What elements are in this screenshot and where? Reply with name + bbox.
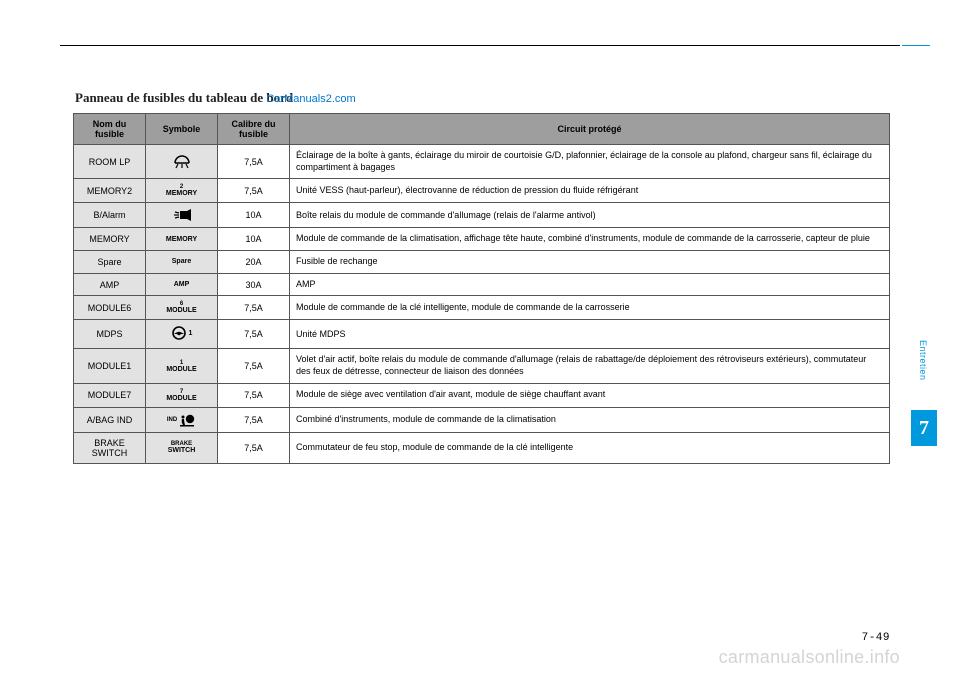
table-row: MEMORYMEMORY10AModule de commande de la … bbox=[74, 228, 890, 251]
fuse-name: MEMORY2 bbox=[74, 179, 146, 203]
table-row: MEMORY22MEMORY7,5AUnité VESS (haut-parle… bbox=[74, 179, 890, 203]
fuse-calibre: 7,5A bbox=[218, 349, 290, 383]
fuse-name: Spare bbox=[74, 251, 146, 274]
fuse-circuit: Module de commande de la clé intelligent… bbox=[290, 296, 890, 320]
fuse-name: B/Alarm bbox=[74, 203, 146, 228]
fuse-symbol: Spare bbox=[146, 251, 218, 274]
fuse-circuit: Fusible de rechange bbox=[290, 251, 890, 274]
fuse-calibre: 10A bbox=[218, 228, 290, 251]
fuse-symbol: MEMORY bbox=[146, 228, 218, 251]
accent-rule bbox=[902, 45, 930, 46]
header-name: Nom du fusible bbox=[74, 114, 146, 145]
table-row: ROOM LP 7,5AÉclairage de la boîte à gants… bbox=[74, 145, 890, 179]
fuse-circuit: Module de commande de la climatisation, … bbox=[290, 228, 890, 251]
table-row: B/Alarm 10ABoîte relais du module de comm… bbox=[74, 203, 890, 228]
fuse-circuit: Combiné d'instruments, module de command… bbox=[290, 407, 890, 432]
fuse-symbol bbox=[146, 203, 218, 228]
fuse-calibre: 7,5A bbox=[218, 145, 290, 179]
fuse-calibre: 7,5A bbox=[218, 383, 290, 407]
watermark: carmanualsonline.info bbox=[719, 647, 900, 668]
table-row: MODULE77MODULE7,5AModule de siège avec v… bbox=[74, 383, 890, 407]
fuse-circuit: Module de siège avec ventilation d'air a… bbox=[290, 383, 890, 407]
table-row: MODULE11MODULE7,5AVolet d'air actif, boî… bbox=[74, 349, 890, 383]
fuse-symbol: IND bbox=[146, 407, 218, 432]
table-row: MODULE66MODULE7,5AModule de commande de … bbox=[74, 296, 890, 320]
table-row: SpareSpare20AFusible de rechange bbox=[74, 251, 890, 274]
header-calibre: Calibre du fusible bbox=[218, 114, 290, 145]
fuse-table: Nom du fusible Symbole Calibre du fusibl… bbox=[73, 113, 890, 464]
page-title: Panneau de fusibles du tableau de bord C… bbox=[75, 90, 356, 106]
fuse-circuit: Boîte relais du module de commande d'all… bbox=[290, 203, 890, 228]
fuse-calibre: 7,5A bbox=[218, 320, 290, 349]
fuse-name: MODULE1 bbox=[74, 349, 146, 383]
fuse-symbol: 7MODULE bbox=[146, 383, 218, 407]
fuse-circuit: Volet d'air actif, boîte relais du modul… bbox=[290, 349, 890, 383]
fuse-table-wrap: Nom du fusible Symbole Calibre du fusibl… bbox=[73, 113, 890, 464]
fuse-name: MEMORY bbox=[74, 228, 146, 251]
table-row: MDPS17,5AUnité MDPS bbox=[74, 320, 890, 349]
chapter-tab: 7 bbox=[911, 410, 937, 446]
fuse-circuit: Unité MDPS bbox=[290, 320, 890, 349]
fuse-symbol: 6MODULE bbox=[146, 296, 218, 320]
fuse-symbol: AMP bbox=[146, 273, 218, 296]
fuse-circuit: Commutateur de feu stop, module de comma… bbox=[290, 432, 890, 463]
header-circuit: Circuit protégé bbox=[290, 114, 890, 145]
fuse-name: ROOM LP bbox=[74, 145, 146, 179]
section-label: Entretien bbox=[918, 340, 928, 381]
fuse-symbol: 1 bbox=[146, 320, 218, 349]
table-row: BRAKE SWITCHBRAKESWITCH7,5ACommutateur d… bbox=[74, 432, 890, 463]
fuse-circuit: AMP bbox=[290, 273, 890, 296]
fuse-calibre: 7,5A bbox=[218, 432, 290, 463]
fuse-calibre: 10A bbox=[218, 203, 290, 228]
table-header-row: Nom du fusible Symbole Calibre du fusibl… bbox=[74, 114, 890, 145]
top-rule bbox=[60, 45, 900, 46]
fuse-calibre: 20A bbox=[218, 251, 290, 274]
fuse-circuit: Éclairage de la boîte à gants, éclairage… bbox=[290, 145, 890, 179]
fuse-name: MODULE7 bbox=[74, 383, 146, 407]
fuse-circuit: Unité VESS (haut-parleur), électrovanne … bbox=[290, 179, 890, 203]
fuse-symbol bbox=[146, 145, 218, 179]
fuse-calibre: 7,5A bbox=[218, 296, 290, 320]
fuse-name: AMP bbox=[74, 273, 146, 296]
fuse-name: MODULE6 bbox=[74, 296, 146, 320]
title-text: Panneau de fusibles du tableau de bord bbox=[75, 90, 293, 105]
fuse-calibre: 30A bbox=[218, 273, 290, 296]
fuse-symbol: BRAKESWITCH bbox=[146, 432, 218, 463]
title-overlay: CarManuals2.com bbox=[266, 93, 355, 105]
fuse-name: BRAKE SWITCH bbox=[74, 432, 146, 463]
fuse-symbol: 2MEMORY bbox=[146, 179, 218, 203]
fuse-calibre: 7,5A bbox=[218, 407, 290, 432]
fuse-calibre: 7,5A bbox=[218, 179, 290, 203]
fuse-name: MDPS bbox=[74, 320, 146, 349]
header-symbol: Symbole bbox=[146, 114, 218, 145]
table-row: A/BAG INDIND7,5ACombiné d'instruments, m… bbox=[74, 407, 890, 432]
fuse-name: A/BAG IND bbox=[74, 407, 146, 432]
fuse-symbol: 1MODULE bbox=[146, 349, 218, 383]
page-number: 7-49 bbox=[862, 632, 890, 644]
table-row: AMPAMP30AAMP bbox=[74, 273, 890, 296]
